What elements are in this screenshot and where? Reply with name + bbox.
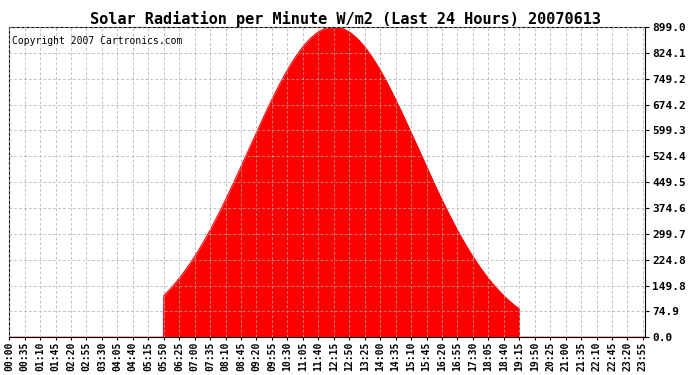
Text: Solar Radiation per Minute W/m2 (Last 24 Hours) 20070613: Solar Radiation per Minute W/m2 (Last 24…: [90, 11, 600, 27]
Text: Copyright 2007 Cartronics.com: Copyright 2007 Cartronics.com: [12, 36, 183, 46]
